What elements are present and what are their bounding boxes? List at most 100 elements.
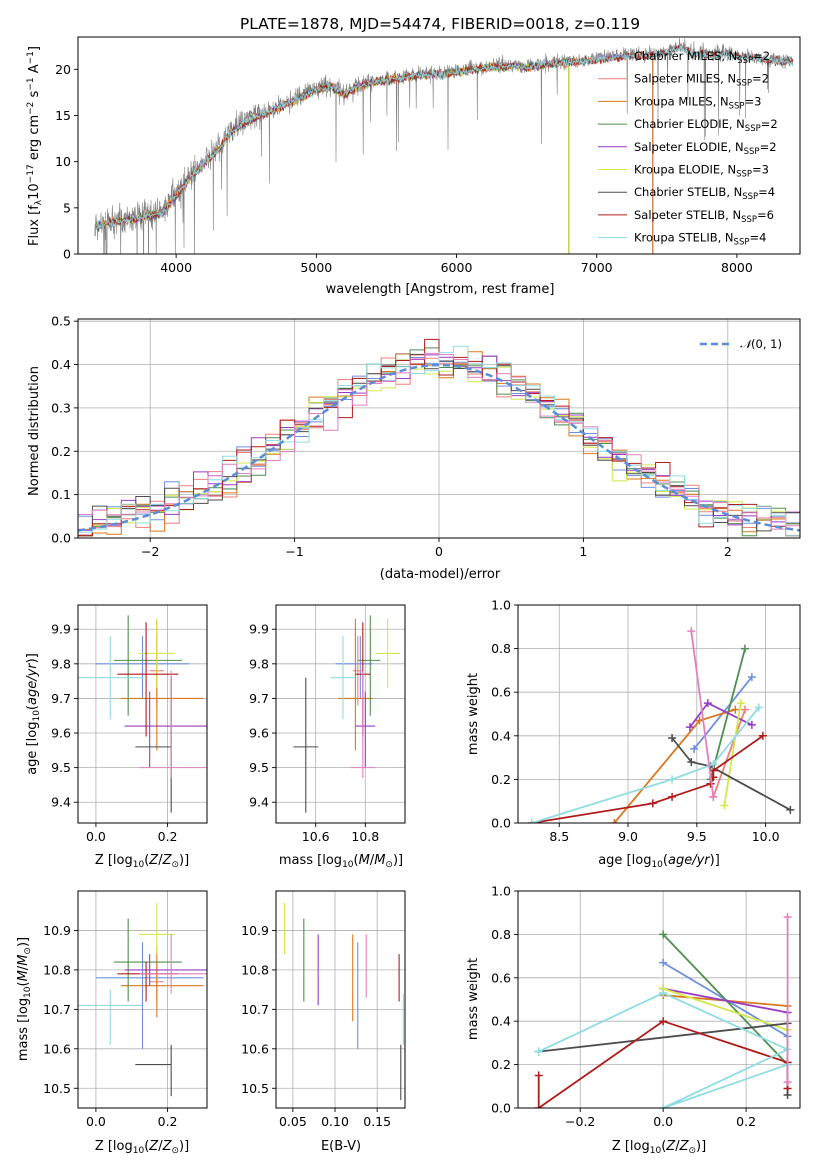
x-tick-label: 10.0 bbox=[752, 829, 780, 844]
y-tick-label: 10.9 bbox=[241, 923, 269, 938]
y-axis-label: mass weight bbox=[466, 958, 481, 1040]
weight-line bbox=[723, 702, 742, 806]
weight-marker bbox=[786, 805, 795, 814]
plot-area bbox=[293, 615, 401, 813]
legend-entry: Kroupa ELODIE, NSSP=3 bbox=[634, 163, 769, 180]
plot-area bbox=[527, 627, 795, 823]
weight-marker bbox=[747, 672, 756, 681]
weight-line bbox=[690, 631, 715, 797]
y-tick-label: 1.0 bbox=[491, 598, 511, 613]
axes-frame bbox=[275, 604, 406, 824]
y-tick-label: 10.5 bbox=[43, 1081, 71, 1096]
weight-marker bbox=[668, 733, 677, 742]
y-tick-label: 9.8 bbox=[249, 656, 269, 671]
x-axis-label: wavelength [Angstrom, rest frame] bbox=[326, 282, 555, 297]
legend-entry: 𝒩(0, 1) bbox=[740, 337, 782, 351]
x-tick-label: 2 bbox=[724, 544, 732, 559]
plot-area bbox=[283, 902, 404, 1101]
weight-marker bbox=[740, 644, 749, 653]
weight-marker bbox=[668, 792, 677, 801]
x-tick-label: 0.0 bbox=[653, 1114, 673, 1129]
y-tick-label: 9.7 bbox=[249, 691, 269, 706]
x-axis-label: mass [log10(M/M⊙)] bbox=[279, 853, 403, 870]
y-tick-label: 9.9 bbox=[249, 622, 269, 637]
y-tick-label: 0.6 bbox=[491, 970, 511, 985]
y-tick-label: 9.5 bbox=[249, 760, 269, 775]
weight-marker bbox=[527, 819, 536, 823]
y-tick-label: 10.6 bbox=[43, 1041, 71, 1056]
x-tick-label: 10.6 bbox=[302, 829, 330, 844]
x-tick-label: −0.2 bbox=[565, 1114, 595, 1129]
model-spectrum bbox=[96, 45, 794, 230]
weight-marker bbox=[703, 699, 712, 708]
plot-area bbox=[78, 615, 207, 813]
x-tick-label: 0.0 bbox=[86, 1114, 106, 1129]
axes-age_vs_Z: 0.0 0.2 9.4 9.5 9.6 9.7 9.8 9.9 Z [log10(Z/Z⊙)] a… bbox=[25, 604, 208, 870]
weight-line bbox=[712, 709, 746, 798]
y-tick-label: 10.7 bbox=[241, 1002, 269, 1017]
y-tick-label: 1.0 bbox=[491, 884, 511, 899]
y-tick-label: 0.8 bbox=[491, 927, 511, 942]
weight-marker bbox=[534, 1104, 543, 1108]
x-tick-label: 0.05 bbox=[279, 1114, 307, 1129]
y-tick-label: 10.8 bbox=[241, 962, 269, 977]
legend-entry: Chabrier ELODIE, NSSP=2 bbox=[634, 117, 778, 134]
axes-frame bbox=[77, 604, 208, 824]
y-tick-label: 0.4 bbox=[51, 357, 71, 372]
axes-frame bbox=[517, 890, 801, 1109]
y-axis-label: Flux [fλ10−17 erg cm−2 s−1 A−1] bbox=[26, 46, 44, 246]
axes-frame bbox=[77, 890, 208, 1109]
y-tick-label: 9.6 bbox=[249, 726, 269, 741]
y-tick-label: 0 bbox=[63, 247, 71, 262]
y-tick-label: 20 bbox=[55, 62, 71, 77]
x-tick-label: 9.0 bbox=[618, 829, 638, 844]
histogram-step bbox=[78, 345, 800, 537]
y-tick-label: 9.6 bbox=[51, 726, 71, 741]
x-axis-label: Z [log10(Z/Z⊙)] bbox=[95, 1139, 189, 1156]
y-tick-label: 0.4 bbox=[491, 728, 511, 743]
legend: 𝒩(0, 1) bbox=[700, 337, 782, 351]
y-tick-label: 5 bbox=[63, 200, 71, 215]
x-tick-label: 8000 bbox=[721, 260, 753, 275]
axes-frame bbox=[275, 890, 406, 1109]
weight-line bbox=[662, 987, 788, 1031]
x-tick-label: −2 bbox=[141, 544, 159, 559]
y-tick-label: 9.9 bbox=[51, 622, 71, 637]
weight-marker bbox=[648, 799, 657, 808]
x-tick-label: 4000 bbox=[160, 260, 192, 275]
y-tick-label: 0.1 bbox=[51, 487, 71, 502]
weight-marker bbox=[720, 801, 729, 810]
y-tick-label: 10.6 bbox=[241, 1041, 269, 1056]
spectrum-title: PLATE=1878, MJD=54474, FIBERID=0018, z=0… bbox=[240, 15, 640, 33]
plot-area bbox=[78, 902, 207, 1097]
axes-mass_vs_Z: 0.0 0.2 10.5 10.6 10.7 10.8 10.9 Z [log10(Z/Z⊙)… bbox=[16, 890, 208, 1156]
histogram-step bbox=[78, 352, 800, 530]
y-tick-label: 9.8 bbox=[51, 656, 71, 671]
y-tick-label: 0.0 bbox=[51, 531, 71, 546]
x-tick-label: 7000 bbox=[581, 260, 613, 275]
weight-line bbox=[709, 648, 746, 780]
x-tick-label: 9.5 bbox=[687, 829, 707, 844]
legend-entry: Salpeter STELIB, NSSP=6 bbox=[634, 208, 774, 225]
weight-marker bbox=[659, 930, 668, 939]
y-tick-label: 9.4 bbox=[249, 795, 269, 810]
weight-marker bbox=[736, 699, 745, 708]
y-tick-label: 0.2 bbox=[491, 1057, 511, 1072]
y-tick-label: 0.2 bbox=[491, 772, 511, 787]
y-tick-label: 10.5 bbox=[241, 1081, 269, 1096]
weight-line bbox=[662, 987, 788, 1014]
x-tick-label: 0.10 bbox=[321, 1114, 349, 1129]
legend-entry: Kroupa MILES, NSSP=3 bbox=[634, 94, 761, 111]
y-axis-label: age [log10(age/yr)] bbox=[25, 653, 42, 775]
y-tick-label: 0.0 bbox=[491, 816, 511, 831]
legend-entry: Kroupa STELIB, NSSP=4 bbox=[634, 231, 766, 248]
axes-residuals: −2 −1 0 1 2 0.0 0.1 0.2 0.3 0.4 0.5 𝒩(0, 1) (data-mo… bbox=[27, 314, 801, 582]
y-tick-label: 0.6 bbox=[491, 685, 511, 700]
legend-entry: Chabrier MILES, NSSP=2 bbox=[634, 49, 770, 66]
weight-marker bbox=[685, 723, 694, 732]
weight-line bbox=[531, 706, 760, 823]
weight-marker bbox=[659, 1017, 668, 1026]
y-tick-label: 0.3 bbox=[51, 400, 71, 415]
model-spectrum bbox=[96, 50, 654, 229]
